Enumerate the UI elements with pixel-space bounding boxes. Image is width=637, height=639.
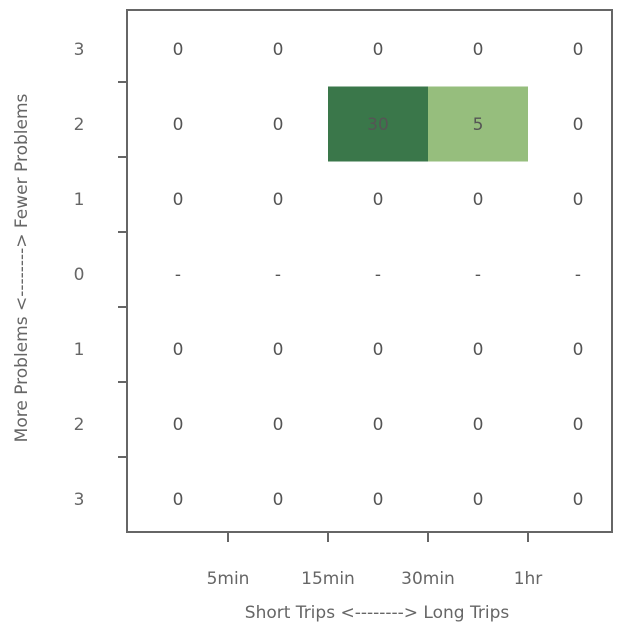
cell-value-r4-c3: 0 — [473, 340, 484, 360]
cell-value-r0-c0: 0 — [173, 40, 184, 60]
cell-value-r1-c0: 0 — [173, 115, 184, 135]
cell-value-r6-c1: 0 — [273, 490, 284, 510]
x-tick-label-3: 1hr — [514, 569, 543, 589]
heatmap-cell-labels: 0 0 0 0 0 0 0 30 5 0 0 0 0 0 0 - - - - - 0 0 0 0 0 0 0 0 0 0 0 0 0 0 0 — [173, 40, 584, 510]
cell-value-r1-c3: 5 — [473, 115, 484, 135]
cell-value-r6-c4: 0 — [573, 490, 584, 510]
cell-value-r3-c1: - — [275, 265, 281, 285]
y-tick-label-4: 1 — [74, 340, 85, 360]
heatmap-cell-r1-c3 — [428, 86, 528, 162]
cell-value-r5-c3: 0 — [473, 415, 484, 435]
cell-value-r0-c4: 0 — [573, 40, 584, 60]
x-tick-label-0: 5min — [207, 569, 250, 589]
y-axis-title: More Problems <--------> Fewer Problems — [12, 94, 32, 443]
cell-value-r6-c3: 0 — [473, 490, 484, 510]
cell-value-r0-c1: 0 — [273, 40, 284, 60]
axis-ticks — [118, 81, 529, 542]
x-axis-title: Short Trips <--------> Long Trips — [245, 603, 510, 623]
cell-value-r3-c0: - — [175, 265, 181, 285]
cell-value-r3-c4: - — [575, 265, 581, 285]
chart-axes — [126, 9, 613, 533]
plot-frame — [126, 9, 613, 533]
cell-value-r4-c4: 0 — [573, 340, 584, 360]
heatmap-cell-r1-c2 — [328, 86, 428, 162]
y-tick-label-5: 2 — [74, 415, 85, 435]
y-tick-label-2: 1 — [74, 190, 85, 210]
cell-value-r5-c4: 0 — [573, 415, 584, 435]
cell-value-r2-c1: 0 — [273, 190, 284, 210]
cell-value-r0-c2: 0 — [373, 40, 384, 60]
y-tick-label-3: 0 — [74, 265, 85, 285]
x-axis-labels: 5min 15min 30min 1hr — [207, 569, 543, 589]
y-tick-label-6: 3 — [74, 490, 85, 510]
cell-value-r5-c2: 0 — [373, 415, 384, 435]
heatmap-cells — [328, 86, 528, 162]
cell-value-r4-c0: 0 — [173, 340, 184, 360]
cell-value-r1-c1: 0 — [273, 115, 284, 135]
cell-value-r3-c2: - — [375, 265, 381, 285]
cell-value-r1-c4: 0 — [573, 115, 584, 135]
cell-value-r2-c0: 0 — [173, 190, 184, 210]
cell-value-r3-c3: - — [475, 265, 481, 285]
cell-value-r2-c2: 0 — [373, 190, 384, 210]
cell-value-r5-c1: 0 — [273, 415, 284, 435]
x-tick-label-1: 15min — [301, 569, 355, 589]
x-tick-label-2: 30min — [401, 569, 455, 589]
cell-value-r1-c2: 30 — [367, 115, 389, 135]
y-tick-label-1: 2 — [74, 115, 85, 135]
y-axis-labels: 3 2 1 0 1 2 3 — [74, 40, 85, 510]
cell-value-r0-c3: 0 — [473, 40, 484, 60]
cell-value-r5-c0: 0 — [173, 415, 184, 435]
cell-value-r2-c3: 0 — [473, 190, 484, 210]
cell-value-r2-c4: 0 — [573, 190, 584, 210]
cell-value-r6-c2: 0 — [373, 490, 384, 510]
y-tick-label-0: 3 — [74, 40, 85, 60]
cell-value-r4-c1: 0 — [273, 340, 284, 360]
cell-value-r4-c2: 0 — [373, 340, 384, 360]
cell-value-r6-c0: 0 — [173, 490, 184, 510]
